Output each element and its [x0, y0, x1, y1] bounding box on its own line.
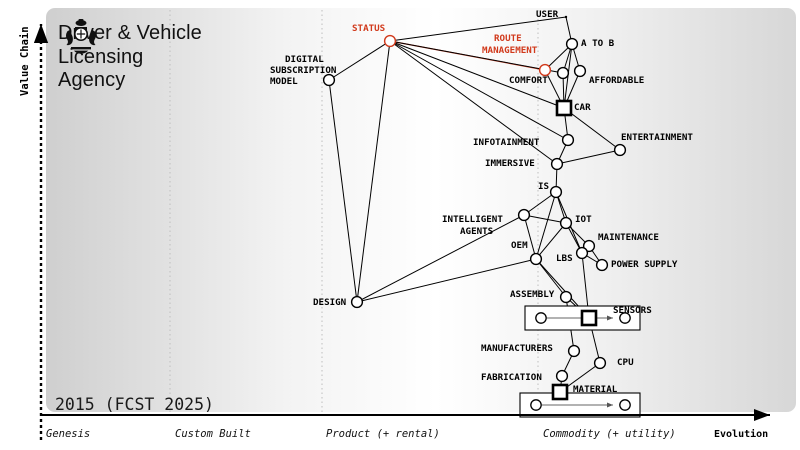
stage-label-custom-built: Custom Built	[175, 428, 251, 440]
node-label-dsm: DIGITAL SUBSCRIPTION MODEL	[270, 54, 336, 87]
node-status[interactable]	[383, 34, 397, 48]
stage-label-genesis: Genesis	[46, 428, 90, 440]
node-label-agents: INTELLIGENT AGENTS	[442, 214, 503, 237]
node-sensors[interactable]	[580, 309, 598, 327]
node-label-sensors: SENSORS	[613, 305, 652, 316]
sensors-bar-endpoint-0	[535, 312, 547, 324]
link-is-to-agents	[523, 191, 557, 216]
link-status-to-comfort	[389, 40, 564, 74]
node-label-maintenance: MAINTENANCE	[598, 232, 659, 243]
link-atob-to-route	[544, 43, 573, 71]
node-label-power: POWER SUPPLY	[611, 259, 678, 270]
node-design[interactable]	[350, 295, 364, 309]
node-label-entertainment: ENTERTAINMENT	[621, 132, 693, 143]
link-agents-to-oem	[523, 214, 537, 260]
node-label-lbs: LBS	[556, 253, 573, 264]
node-is[interactable]	[549, 185, 563, 199]
node-label-car: CAR	[574, 102, 591, 113]
node-material[interactable]	[551, 383, 569, 401]
node-atob[interactable]	[565, 37, 579, 51]
link-status-to-dsm	[328, 40, 391, 81]
node-label-design: DESIGN	[313, 297, 346, 308]
node-label-manufacturers: MANUFACTURERS	[481, 343, 553, 354]
node-manufacturers[interactable]	[567, 344, 581, 358]
node-route[interactable]	[538, 63, 552, 77]
node-label-immersive: IMMERSIVE	[485, 158, 535, 169]
stage-label-commodity-utility: Commodity (+ utility)	[543, 428, 676, 440]
link-status-to-car	[389, 40, 565, 109]
node-agents[interactable]	[517, 208, 531, 222]
y-axis-label: Value Chain	[19, 26, 31, 96]
link-design-to-status	[356, 40, 391, 303]
node-label-comfort: COMFORT	[509, 75, 548, 86]
evolution-stage-labels: Genesis Custom Built Product (+ rental) Com…	[46, 428, 676, 440]
map-nodes[interactable]	[322, 15, 627, 401]
material-bar-endpoint-1	[619, 399, 631, 411]
node-cpu[interactable]	[593, 356, 607, 370]
node-entertainment[interactable]	[613, 143, 627, 157]
node-label-is: IS	[538, 181, 549, 192]
link-design-to-oem	[356, 258, 537, 303]
node-label-affordable: AFFORDABLE	[589, 75, 644, 86]
link-oem-to-assembly	[535, 258, 567, 298]
link-agents-to-iot	[523, 214, 567, 224]
node-dsm[interactable]	[322, 73, 336, 87]
node-label-route: ROUTE MANAGEMENT	[482, 33, 538, 56]
sensors-bar-endpoint-1	[619, 312, 631, 324]
node-label-user: USER	[536, 9, 559, 20]
node-label-material: MATERIAL	[573, 384, 618, 395]
node-label-oem: OEM	[511, 240, 528, 251]
link-status-to-immersive	[389, 40, 558, 165]
material-bar-endpoint-0	[530, 399, 542, 411]
link-status-to-infotainment	[389, 40, 569, 141]
node-user[interactable]	[564, 15, 568, 19]
node-infotainment[interactable]	[561, 133, 575, 147]
node-car[interactable]	[555, 99, 573, 117]
node-iot[interactable]	[559, 216, 573, 230]
link-car-to-entertainment	[563, 107, 621, 151]
node-lbs[interactable]	[575, 246, 589, 260]
node-label-cpu: CPU	[617, 357, 634, 368]
node-power[interactable]	[595, 258, 609, 272]
node-comfort[interactable]	[556, 66, 570, 80]
map-node-labels: USER STATUS A TO B ROUTE MANAGEMENT AFFORDABL…	[270, 9, 693, 395]
link-design-to-dsm	[328, 79, 358, 303]
node-label-fabrication: FABRICATION	[481, 372, 542, 383]
node-label-assembly: ASSEMBLY	[510, 289, 555, 300]
org-name-line-3: Agency	[58, 69, 126, 92]
node-affordable[interactable]	[573, 64, 587, 78]
stage-label-product-rental: Product (+ rental)	[326, 428, 440, 440]
node-immersive[interactable]	[550, 157, 564, 171]
link-is-to-oem	[535, 191, 557, 260]
node-label-infotainment: INFOTAINMENT	[473, 137, 540, 148]
link-immersive-to-entertainment	[556, 149, 621, 165]
node-oem[interactable]	[529, 252, 543, 266]
link-design-to-agents	[356, 214, 525, 303]
royal-crest-icon	[66, 19, 96, 54]
date-stamp: 2015 (FCST 2025)	[55, 395, 214, 414]
link-iot-to-oem	[535, 222, 567, 260]
x-axis-label: Evolution	[714, 428, 768, 440]
dvla-logo: Driver & Vehicle Licensing Agency	[58, 18, 288, 93]
node-label-iot: IOT	[575, 214, 592, 225]
node-label-atob: A TO B	[581, 38, 615, 49]
node-label-status: STATUS	[352, 23, 385, 34]
node-fabrication[interactable]	[555, 369, 569, 383]
node-assembly[interactable]	[559, 290, 573, 304]
link-status-to-user	[389, 16, 567, 42]
